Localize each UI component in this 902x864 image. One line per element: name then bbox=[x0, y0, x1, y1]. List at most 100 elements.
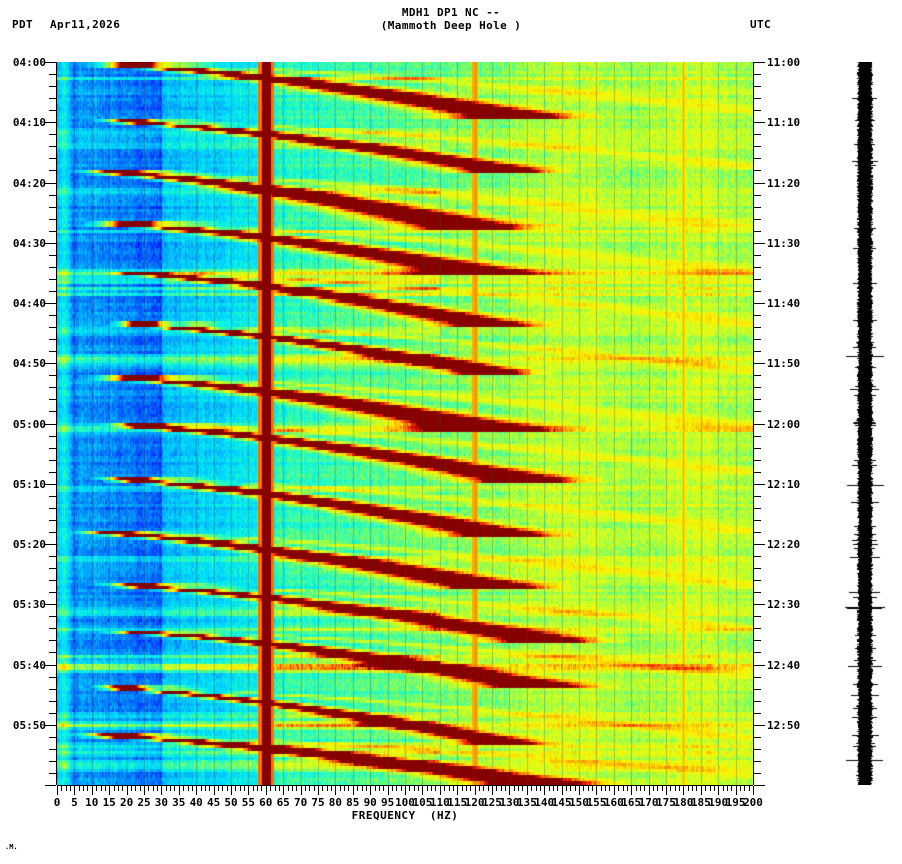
frequency-axis-tick-label: 10 bbox=[85, 796, 99, 809]
frequency-axis-minor-tick bbox=[457, 786, 458, 791]
right-axis-minor-tick bbox=[754, 279, 761, 280]
left-axis-minor-tick bbox=[49, 74, 56, 75]
right-axis-minor-tick bbox=[754, 315, 761, 316]
frequency-axis-minor-tick bbox=[340, 786, 341, 791]
left-axis-major-tick bbox=[45, 183, 56, 184]
frequency-axis-minor-tick bbox=[631, 786, 632, 791]
right-axis-major-tick bbox=[754, 665, 765, 666]
right-axis-major-tick bbox=[754, 484, 765, 485]
frequency-axis-tick-label: 75 bbox=[311, 796, 325, 809]
left-axis-major-tick bbox=[45, 363, 56, 364]
frequency-axis-minor-tick bbox=[205, 786, 206, 791]
frequency-axis-minor-tick bbox=[109, 786, 110, 791]
frequency-axis-minor-tick bbox=[614, 786, 615, 791]
left-axis-minor-tick bbox=[49, 411, 56, 412]
right-axis-minor-tick bbox=[754, 616, 761, 617]
right-axis-minor-tick bbox=[754, 195, 761, 196]
frequency-axis-minor-tick bbox=[583, 786, 584, 791]
frequency-axis-minor-tick bbox=[723, 786, 724, 791]
frequency-axis-minor-tick bbox=[135, 786, 136, 791]
frequency-axis-minor-tick bbox=[70, 786, 71, 791]
frequency-axis-minor-tick bbox=[388, 786, 389, 791]
frequency-axis-minor-tick bbox=[383, 786, 384, 791]
frequency-axis-minor-tick bbox=[736, 786, 737, 791]
timezone-right-label: UTC bbox=[750, 18, 772, 31]
frequency-axis-minor-tick bbox=[605, 786, 606, 791]
frequency-axis-minor-tick bbox=[209, 786, 210, 791]
frequency-axis-minor-tick bbox=[335, 786, 336, 791]
frequency-axis-minor-tick bbox=[670, 786, 671, 791]
frequency-axis-minor-tick bbox=[627, 786, 628, 791]
corner-artifact-mark: .M. bbox=[5, 843, 18, 851]
right-axis-minor-tick bbox=[754, 496, 761, 497]
right-axis-minor-tick bbox=[754, 580, 761, 581]
frequency-axis-tick-label: 140 bbox=[534, 796, 555, 809]
frequency-axis-minor-tick bbox=[366, 786, 367, 791]
left-axis-minor-tick bbox=[49, 339, 56, 340]
left-axis-minor-tick bbox=[49, 255, 56, 256]
frequency-axis-minor-tick bbox=[322, 786, 323, 791]
frequency-axis-minor-tick bbox=[696, 786, 697, 791]
frequency-axis-minor-tick bbox=[301, 786, 302, 791]
right-axis-minor-tick bbox=[754, 701, 761, 702]
frequency-axis-minor-tick bbox=[518, 786, 519, 791]
left-axis-tick-label: 04:30 bbox=[12, 236, 46, 250]
frequency-axis-minor-tick bbox=[531, 786, 532, 791]
frequency-axis-tick-label: 0 bbox=[53, 796, 61, 809]
frequency-axis-minor-tick bbox=[553, 786, 554, 791]
right-axis-tick-label: 12:20 bbox=[767, 538, 801, 551]
right-axis-minor-tick bbox=[754, 436, 761, 437]
frequency-axis-minor-tick bbox=[462, 786, 463, 791]
frequency-axis-tick-label: 60 bbox=[259, 796, 273, 809]
right-axis-minor-tick bbox=[754, 267, 761, 268]
right-axis-minor-tick bbox=[754, 640, 761, 641]
left-axis-minor-tick bbox=[49, 375, 56, 376]
left-axis-minor-tick bbox=[49, 158, 56, 159]
frequency-axis-minor-tick bbox=[79, 786, 80, 791]
frequency-axis-minor-tick bbox=[514, 786, 515, 791]
left-axis-tick-label: 05:40 bbox=[12, 658, 46, 672]
right-axis-minor-tick bbox=[754, 460, 761, 461]
frequency-axis-minor-tick bbox=[749, 786, 750, 791]
frequency-axis-minor-tick bbox=[644, 786, 645, 791]
left-axis-minor-tick bbox=[49, 580, 56, 581]
right-axis-minor-tick bbox=[754, 568, 761, 569]
frequency-axis-minor-tick bbox=[470, 786, 471, 791]
frequency-axis-tick-label: 115 bbox=[447, 796, 468, 809]
frequency-axis-minor-tick bbox=[662, 786, 663, 791]
frequency-axis-minor-tick bbox=[240, 786, 241, 791]
frequency-axis-minor-tick bbox=[292, 786, 293, 791]
left-axis-minor-tick bbox=[49, 713, 56, 714]
frequency-axis-minor-tick bbox=[231, 786, 232, 791]
right-axis-minor-tick bbox=[754, 351, 761, 352]
frequency-axis-minor-tick bbox=[618, 786, 619, 791]
frequency-axis-minor-tick bbox=[449, 786, 450, 791]
frequency-axis-minor-tick bbox=[57, 786, 58, 791]
frequency-axis-minor-tick bbox=[570, 786, 571, 791]
bottom-axis-line bbox=[57, 785, 753, 786]
frequency-axis-minor-tick bbox=[566, 786, 567, 791]
frequency-axis-tick-label: 25 bbox=[137, 796, 151, 809]
left-axis-minor-tick bbox=[49, 761, 56, 762]
frequency-axis-minor-tick bbox=[740, 786, 741, 791]
frequency-axis-tick-label: 160 bbox=[603, 796, 624, 809]
frequency-axis-tick-label: 105 bbox=[412, 796, 433, 809]
right-axis-minor-tick bbox=[754, 98, 761, 99]
frequency-axis-minor-tick bbox=[601, 786, 602, 791]
right-axis-minor-tick bbox=[754, 628, 761, 629]
frequency-axis-minor-tick bbox=[266, 786, 267, 791]
right-axis-minor-tick bbox=[754, 207, 761, 208]
frequency-axis-minor-tick bbox=[549, 786, 550, 791]
frequency-axis-minor-tick bbox=[148, 786, 149, 791]
frequency-axis-tick-label: 30 bbox=[154, 796, 169, 809]
left-axis-minor-tick bbox=[49, 640, 56, 641]
frequency-axis-minor-tick bbox=[375, 786, 376, 791]
right-axis-tick-label: 11:50 bbox=[767, 357, 801, 371]
left-axis-minor-tick bbox=[49, 508, 56, 509]
left-axis-minor-tick bbox=[49, 472, 56, 473]
frequency-axis-tick-label: 155 bbox=[586, 796, 607, 809]
frequency-axis-minor-tick bbox=[309, 786, 310, 791]
frequency-axis-minor-tick bbox=[727, 786, 728, 791]
left-axis-minor-tick bbox=[49, 556, 56, 557]
frequency-axis-minor-tick bbox=[105, 786, 106, 791]
